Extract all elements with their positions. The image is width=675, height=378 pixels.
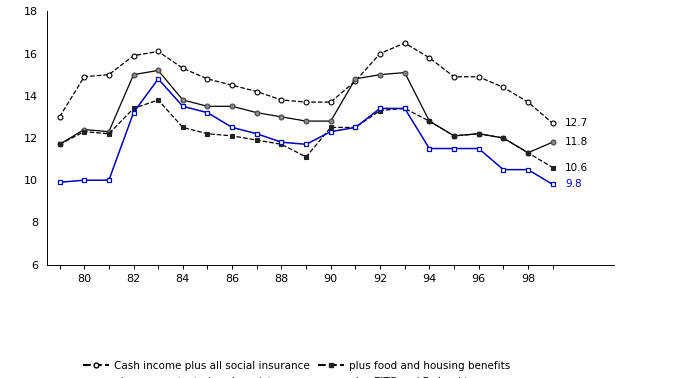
Text: 11.8: 11.8: [565, 137, 588, 147]
Text: 12.7: 12.7: [565, 118, 588, 128]
Text: 10.6: 10.6: [565, 163, 588, 172]
Legend: Cash income plus all social insurance, plus means-tested cash assistance, plus f: Cash income plus all social insurance, p…: [79, 356, 515, 378]
Text: 9.8: 9.8: [565, 180, 582, 189]
